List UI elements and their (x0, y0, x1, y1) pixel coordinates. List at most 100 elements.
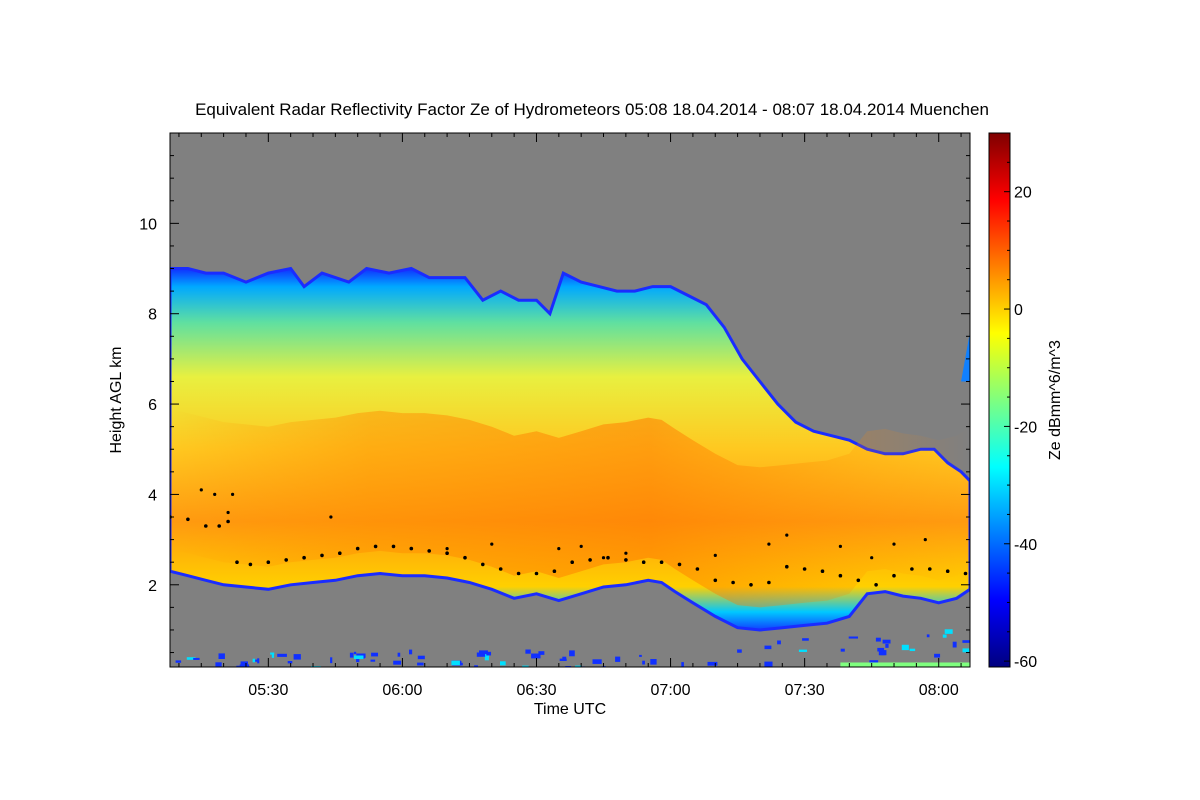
colorbar-scale (988, 132, 1011, 668)
melting-layer-point (677, 562, 682, 567)
melting-layer-point (892, 573, 896, 578)
isolated-mark (785, 533, 789, 537)
colorbar-ticks: 20 0 -20 -40 -60 (1004, 132, 1037, 671)
surface-echo-band (840, 662, 970, 667)
isolated-mark (624, 551, 628, 555)
melting-layer-point (641, 560, 646, 564)
clutter-streak (952, 641, 957, 648)
clutter-streak (236, 665, 241, 667)
clutter-streak (707, 661, 718, 666)
clutter-streak (417, 655, 425, 660)
y-axis: 2 4 6 8 10 (139, 132, 970, 654)
isolated-mark (579, 544, 583, 549)
isolated-mark (923, 538, 927, 542)
clutter-streak (639, 654, 642, 657)
clutter-streak (270, 652, 275, 655)
melting-layer-point (463, 555, 467, 560)
clutter-streak (349, 652, 354, 658)
x-tick-label: 06:00 (382, 682, 422, 699)
x-axis: 05:30 06:00 06:30 07:00 07:30 08:00 (178, 133, 962, 699)
melting-layer-point (552, 569, 557, 573)
clutter-streak (287, 661, 293, 664)
melting-layer-point (302, 555, 306, 560)
colorbar-tick-label: -20 (1014, 419, 1037, 436)
melting-layer-point (217, 524, 221, 528)
isolated-mark (838, 544, 843, 549)
isolated-mark (892, 542, 896, 546)
clutter-streak (218, 653, 225, 660)
melting-layer-point (570, 560, 574, 564)
colorbar: 20 0 -20 -40 -60 Ze dBmm^6/m^3 (988, 132, 1064, 671)
clutter-streak (252, 658, 256, 663)
colorbar-tick-label: 0 (1014, 302, 1023, 319)
clutter-streak (370, 659, 376, 662)
clutter-streak (538, 651, 545, 655)
clutter-streak (569, 650, 575, 657)
melting-layer-point (963, 571, 968, 576)
melting-layer-point (498, 567, 503, 571)
melting-layer-point (248, 562, 253, 567)
isolated-mark (490, 542, 494, 546)
plot-area (169, 132, 971, 668)
clutter-streak (944, 629, 953, 634)
clutter-streak (777, 640, 781, 645)
melting-layer-point (838, 573, 843, 578)
upper-cloud-patch (961, 331, 970, 382)
melting-layer-point (910, 567, 914, 571)
clutter-streak (962, 640, 970, 643)
y-tick-label: 2 (148, 578, 157, 595)
chart-title: Equivalent Radar Reflectivity Factor Ze … (195, 100, 989, 119)
melting-layer-point (928, 567, 932, 571)
clutter-streak (371, 652, 379, 657)
melting-layer-point (874, 583, 878, 587)
clutter-streak (885, 643, 889, 648)
clutter-streak (926, 634, 930, 638)
melting-layer-point (731, 580, 735, 585)
clutter-streak (353, 655, 364, 660)
clutter-streak (277, 653, 287, 657)
clutter-streak (483, 653, 490, 658)
clutter-streak (522, 665, 529, 667)
colorbar-tick-label: 20 (1014, 185, 1032, 202)
clutter-streak (330, 657, 333, 664)
clutter-streak (193, 657, 200, 660)
clutter-streak (934, 653, 941, 658)
isolated-mark (713, 553, 717, 558)
clutter-streak (356, 657, 360, 663)
clutter-streak (798, 649, 808, 652)
melting-layer-point (659, 560, 664, 564)
clutter-streak (175, 660, 182, 663)
melting-layer-point (355, 546, 360, 551)
clutter-streak (484, 654, 489, 661)
x-tick-label: 08:00 (919, 682, 959, 699)
clutter-streak (615, 656, 621, 662)
melting-layer-point (186, 517, 190, 522)
clutter-streak (848, 636, 859, 639)
melting-layer-point (320, 553, 324, 558)
clutter-streak (409, 649, 413, 655)
melting-layer-point (588, 558, 592, 562)
melting-layer-point (338, 551, 342, 555)
clutter-streak (942, 634, 947, 638)
clutter-streak (592, 659, 602, 664)
x-tick-label: 05:30 (248, 682, 288, 699)
x-tick-label: 06:30 (516, 682, 556, 699)
clutter-streak (451, 660, 460, 666)
colorbar-label: Ze dBmm^6/m^3 (1047, 340, 1064, 460)
clutter-streak (486, 651, 492, 656)
clutter-streak (909, 648, 916, 652)
melting-layer-point (226, 519, 230, 524)
isolated-mark (870, 556, 874, 560)
clutter-streak (642, 660, 645, 665)
melting-layer-point (427, 549, 432, 553)
melting-layer-point (767, 580, 771, 585)
isolated-mark (199, 488, 203, 492)
isolated-mark (445, 547, 449, 551)
clutter-streak (877, 647, 885, 652)
clutter-streak (186, 657, 196, 660)
isolated-mark (329, 515, 333, 519)
clutter-streak (875, 637, 881, 642)
clutter-streak (474, 665, 479, 667)
clutter-streak (962, 648, 970, 653)
